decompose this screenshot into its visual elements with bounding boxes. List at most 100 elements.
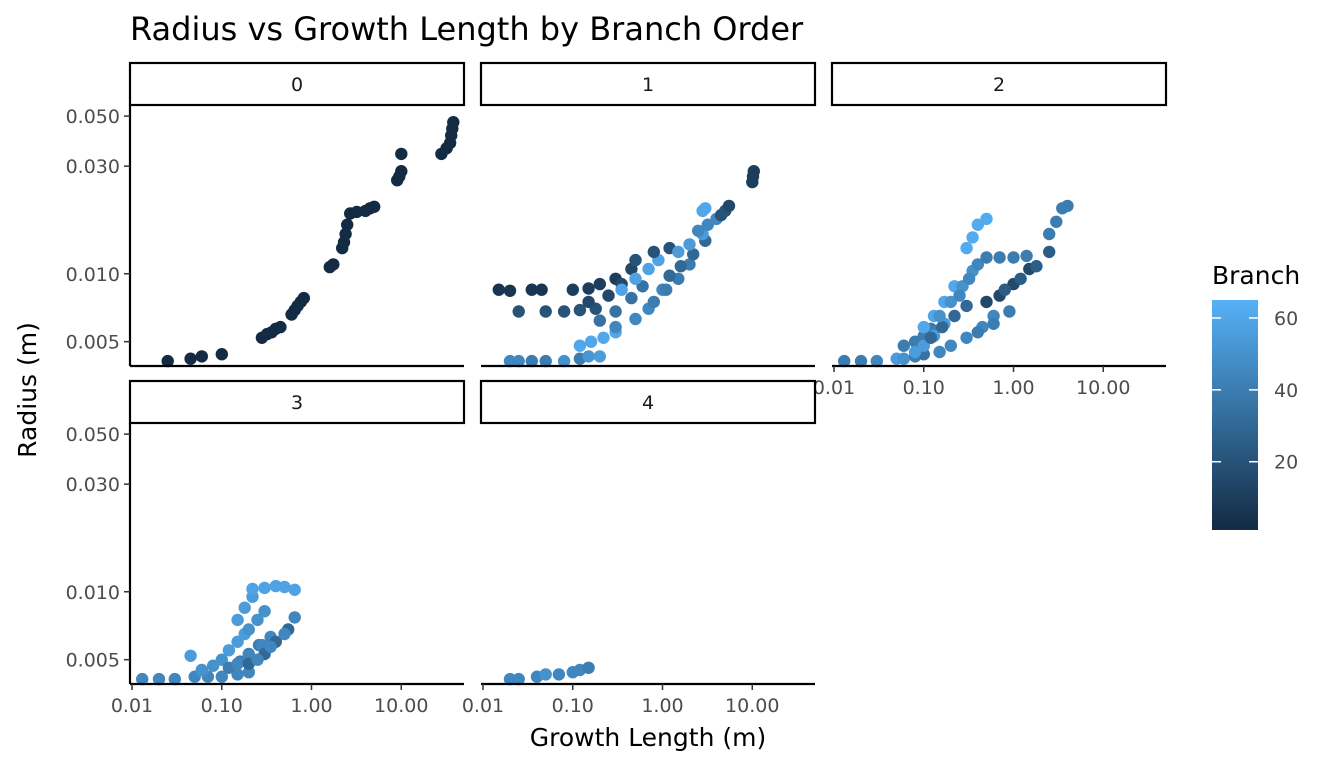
- data-point: [647, 295, 660, 309]
- facet-strip: [128, 379, 466, 425]
- data-point: [525, 283, 538, 296]
- colorbar: [1212, 300, 1258, 530]
- data-point: [980, 251, 993, 264]
- data-point: [971, 326, 984, 339]
- data-point: [278, 627, 291, 641]
- data-point: [933, 345, 946, 359]
- data-point: [242, 623, 255, 636]
- x-tick-label: 10.00: [1076, 377, 1130, 399]
- data-point: [960, 241, 973, 255]
- data-point: [161, 354, 174, 368]
- x-tick-label: 10.00: [374, 695, 428, 717]
- panel-points: [161, 116, 460, 368]
- data-point: [492, 283, 505, 296]
- data-point: [597, 331, 610, 344]
- facet-strip-label: 1: [642, 74, 654, 96]
- data-point: [629, 253, 642, 267]
- facet-panel-2: 2 0.01 0.10 1.00 10.00: [813, 61, 1168, 399]
- facet-panels: 0 0.005 0.010 0.030 0.050 1 2 0.01 0.10 1.00 10.00…: [66, 61, 1168, 717]
- data-point: [987, 317, 1000, 330]
- data-point: [948, 309, 961, 323]
- data-point: [258, 581, 271, 595]
- y-tick-label: 0.030: [66, 474, 120, 496]
- data-point: [215, 348, 228, 361]
- data-point: [838, 354, 851, 368]
- data-point: [242, 666, 255, 679]
- facet-strip-label: 4: [642, 392, 654, 414]
- data-point: [1050, 215, 1063, 228]
- legend-title: Branch: [1212, 261, 1300, 290]
- data-point: [625, 291, 638, 305]
- data-point: [971, 258, 984, 271]
- data-point: [258, 605, 271, 618]
- data-point: [503, 284, 517, 297]
- data-point: [980, 295, 993, 309]
- data-point: [215, 670, 228, 683]
- data-point: [539, 354, 552, 368]
- data-point: [195, 350, 208, 363]
- x-tick-label: 0.10: [552, 695, 594, 717]
- x-tick-label: 0.10: [201, 695, 243, 717]
- data-point: [917, 339, 930, 352]
- facet-panel-4: 4 0.01 0.10 1.00 10.00: [462, 379, 817, 717]
- data-point: [566, 283, 579, 296]
- data-point: [152, 672, 166, 686]
- facet-panel-1: 1: [479, 61, 817, 368]
- data-point: [917, 320, 930, 334]
- data-point: [629, 312, 642, 326]
- data-point: [944, 339, 957, 352]
- data-point: [582, 295, 595, 309]
- data-point: [184, 352, 197, 365]
- data-point: [692, 224, 705, 237]
- data-point: [609, 320, 622, 334]
- facet-strip: [479, 61, 817, 107]
- data-point: [687, 248, 700, 261]
- x-tick-label: 1.00: [290, 695, 332, 717]
- colorbar-legend: Branch 20 40 60: [1212, 261, 1300, 530]
- data-point: [1020, 249, 1033, 263]
- data-point: [683, 238, 696, 251]
- data-point: [395, 147, 408, 161]
- data-point: [615, 283, 628, 296]
- data-point: [327, 258, 340, 271]
- data-point: [184, 649, 197, 662]
- data-point: [582, 661, 595, 674]
- data-point: [593, 277, 606, 291]
- data-point: [966, 231, 979, 244]
- data-point: [539, 668, 552, 681]
- data-point: [264, 640, 277, 653]
- data-point: [278, 580, 291, 594]
- y-tick-label: 0.010: [66, 264, 120, 286]
- data-point: [1043, 245, 1056, 259]
- facet-strip: [128, 61, 466, 107]
- y-tick-label: 0.050: [66, 424, 120, 446]
- data-point: [238, 601, 251, 614]
- data-point: [593, 314, 606, 327]
- data-point: [971, 218, 984, 231]
- data-point: [288, 583, 301, 596]
- y-tick-label: 0.030: [66, 156, 120, 178]
- data-point: [168, 672, 181, 686]
- data-point: [222, 644, 236, 657]
- data-point: [998, 283, 1011, 296]
- panel-points: [503, 661, 595, 686]
- panel-points: [838, 199, 1074, 368]
- data-point: [231, 657, 244, 670]
- data-point: [251, 653, 264, 666]
- data-point: [672, 245, 685, 259]
- data-point: [557, 354, 571, 368]
- data-point: [660, 283, 673, 296]
- data-point: [339, 227, 352, 241]
- facet-panel-0: 0 0.005 0.010 0.030 0.050: [66, 61, 466, 368]
- data-point: [854, 354, 868, 368]
- data-point: [924, 331, 938, 344]
- data-point: [980, 212, 993, 226]
- panel-points: [136, 579, 301, 686]
- data-point: [960, 299, 973, 313]
- data-point: [136, 672, 149, 686]
- data-point: [573, 339, 587, 352]
- data-point: [246, 582, 259, 596]
- data-point: [674, 260, 687, 273]
- data-point: [582, 350, 595, 363]
